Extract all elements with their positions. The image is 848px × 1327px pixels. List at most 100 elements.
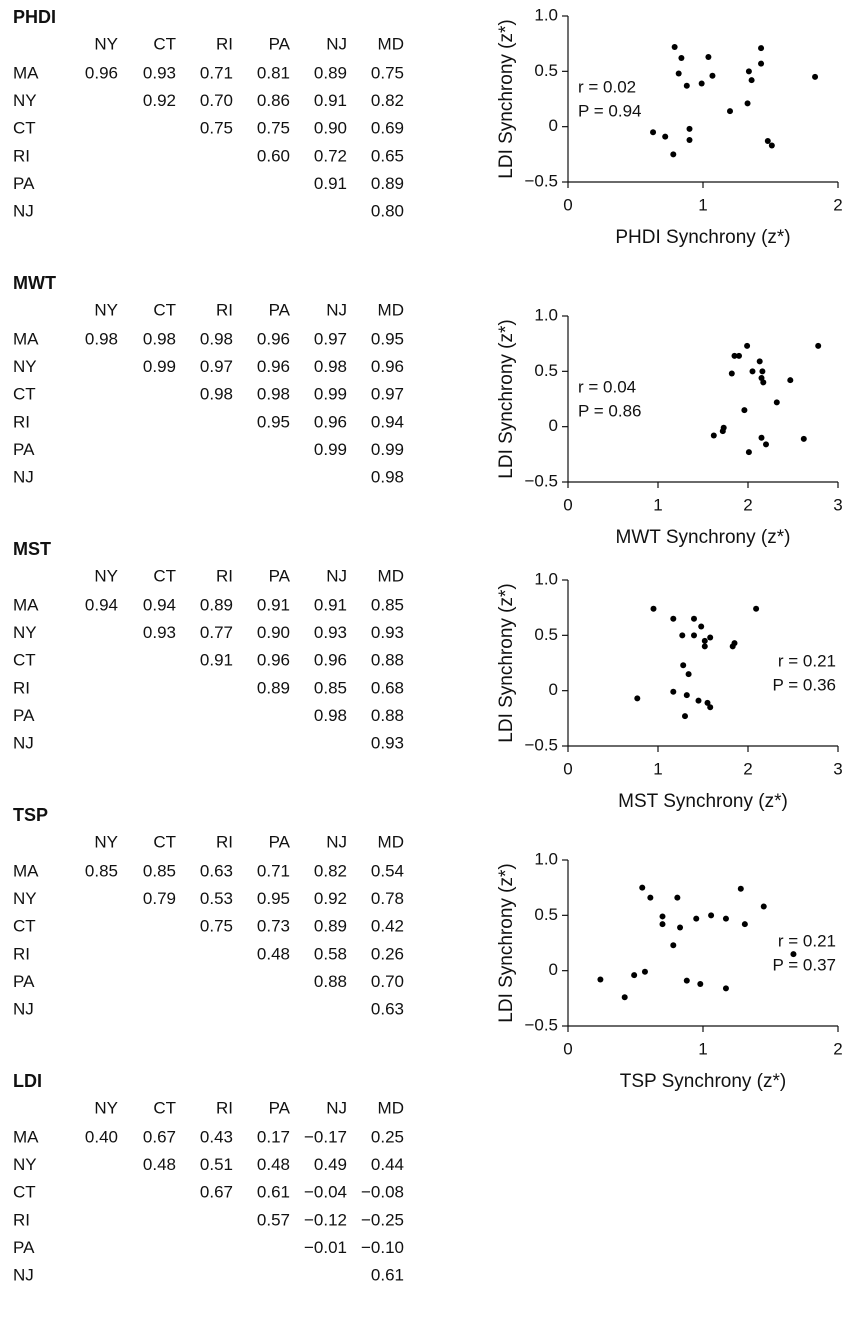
point [650, 129, 657, 136]
table-cell: 0.88 [371, 706, 404, 725]
row-label: NY [13, 623, 37, 642]
row-label: RI [13, 678, 30, 697]
point [741, 407, 748, 414]
point [641, 968, 648, 975]
table-cell: 0.68 [371, 678, 404, 697]
table-cell: 0.86 [257, 91, 290, 110]
column-header: NJ [326, 300, 347, 319]
table-cell: 0.49 [314, 1155, 347, 1174]
table-cell: 0.58 [314, 944, 347, 963]
table-cell: 0.48 [257, 1155, 290, 1174]
row-label: NJ [13, 999, 34, 1018]
point [698, 80, 705, 87]
table-title: MWT [13, 273, 56, 293]
column-header: MD [378, 1098, 404, 1117]
table-title: LDI [13, 1071, 42, 1091]
column-header: NJ [326, 832, 347, 851]
y-tick-label: 0.5 [534, 625, 558, 644]
table-cell: 0.96 [371, 357, 404, 376]
table-cell: 0.60 [257, 146, 290, 165]
point [758, 45, 765, 52]
point [621, 994, 628, 1001]
y-axis-label: LDI Synchrony (z*) [496, 863, 517, 1022]
table-cell: 0.73 [257, 917, 290, 936]
x-tick-label: 0 [563, 1039, 572, 1058]
table-cell: 0.71 [257, 861, 290, 880]
table-cell: 0.75 [257, 119, 290, 138]
y-tick-label: 0 [549, 416, 558, 435]
table-cell: 0.93 [371, 733, 404, 752]
table-cell: 0.85 [85, 861, 118, 880]
x-tick-label: 2 [743, 759, 752, 778]
row-label: MA [13, 861, 39, 880]
point [683, 977, 690, 984]
table-cell: 0.97 [314, 329, 347, 348]
table-cell: 0.89 [314, 63, 347, 82]
table-cell: 0.96 [257, 329, 290, 348]
y-tick-label: 0.5 [534, 905, 558, 924]
point [674, 894, 681, 901]
point [680, 662, 687, 669]
table-cell: 0.89 [371, 174, 404, 193]
column-header: NY [94, 300, 118, 319]
table-cell: 0.94 [85, 595, 118, 614]
table-cell: 0.61 [371, 1265, 404, 1284]
table-cell: 0.99 [143, 357, 176, 376]
point [753, 605, 760, 612]
column-header: CT [153, 34, 176, 53]
table-cell: 0.51 [200, 1155, 233, 1174]
column-header: NJ [326, 34, 347, 53]
table-cell: 0.98 [314, 357, 347, 376]
annotation: r = 0.04 [578, 377, 636, 396]
table-cell: 0.75 [200, 119, 233, 138]
table-cell: 0.89 [314, 917, 347, 936]
x-tick-label: 2 [833, 195, 842, 214]
point [670, 942, 677, 949]
point [749, 368, 756, 375]
table-cell: 0.91 [314, 91, 347, 110]
table-title: MST [13, 539, 51, 559]
row-label: CT [13, 651, 36, 670]
table-cell: 0.82 [314, 861, 347, 880]
point [790, 951, 797, 958]
table-cell: 0.96 [85, 63, 118, 82]
point [597, 976, 604, 983]
table-cell: 0.97 [200, 357, 233, 376]
point [758, 60, 765, 67]
table-cell: 0.69 [371, 119, 404, 138]
table-cell: 0.48 [143, 1155, 176, 1174]
point [675, 70, 682, 77]
table-cell: 0.79 [143, 889, 176, 908]
point [815, 342, 822, 349]
point [736, 352, 742, 359]
y-tick-label: 1.0 [534, 305, 558, 324]
table-cell: 0.98 [257, 385, 290, 404]
column-header: PA [269, 34, 291, 53]
point [759, 368, 766, 375]
table-cell: 0.44 [371, 1155, 404, 1174]
table-cell: 0.67 [200, 1183, 233, 1202]
y-axis-label: LDI Synchrony (z*) [496, 19, 517, 178]
point [683, 692, 690, 699]
point [727, 108, 733, 115]
table-cell: 0.91 [200, 651, 233, 670]
column-header: NY [94, 566, 118, 585]
table-cell: 0.92 [143, 91, 176, 110]
point [763, 441, 769, 448]
point [670, 151, 677, 158]
row-label: CT [13, 917, 36, 936]
x-tick-label: 2 [743, 495, 752, 514]
point [731, 352, 738, 359]
table-cell: 0.77 [200, 623, 233, 642]
point [659, 913, 666, 920]
table-cell: 0.25 [371, 1127, 404, 1146]
table-cell: 0.75 [371, 63, 404, 82]
point [701, 637, 708, 644]
x-tick-label: 1 [698, 195, 707, 214]
table-cell: 0.61 [257, 1183, 290, 1202]
point [720, 424, 727, 431]
table-cell: 0.85 [371, 595, 404, 614]
table-cell: 0.42 [371, 917, 404, 936]
x-axis-label: TSP Synchrony (z*) [620, 1071, 786, 1092]
y-tick-label: 0 [549, 116, 558, 135]
